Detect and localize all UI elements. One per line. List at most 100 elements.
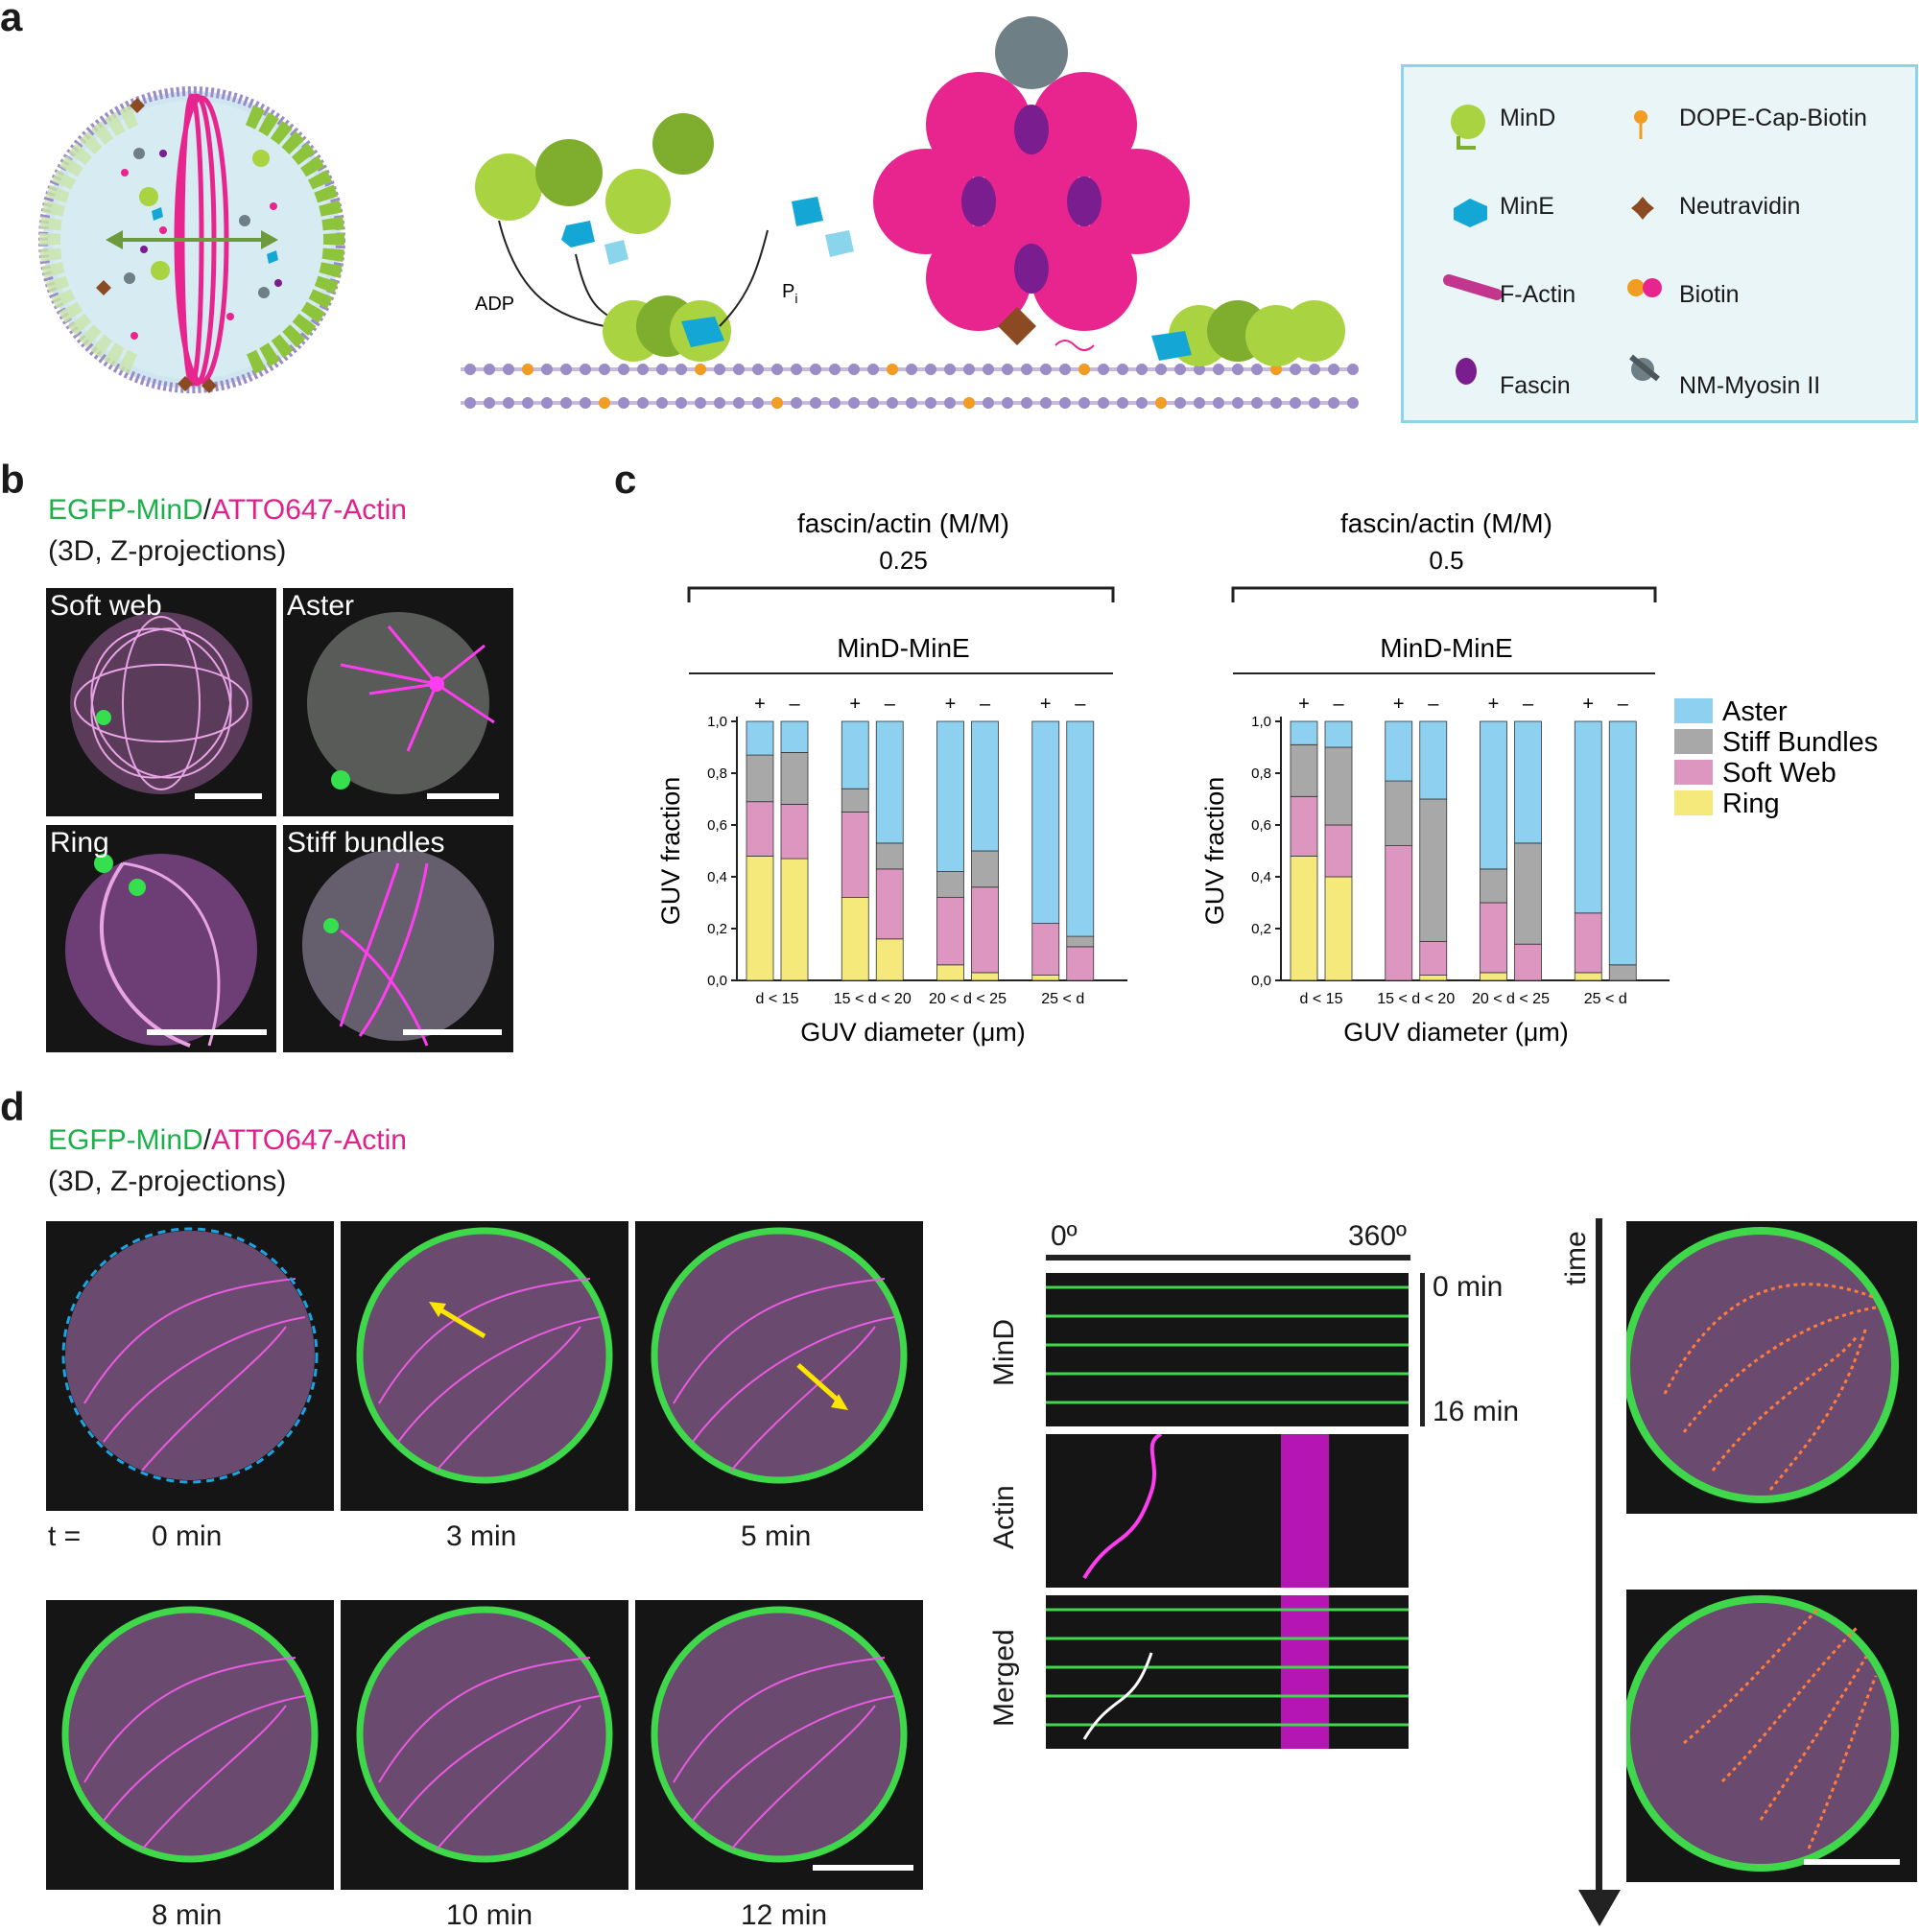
panel-label-b: b bbox=[0, 457, 25, 502]
bar-segment bbox=[1574, 972, 1602, 981]
dope-icon bbox=[1634, 110, 1647, 139]
chart-header: fascin/actin (M/M) bbox=[797, 508, 1009, 538]
fascin-icon bbox=[1456, 358, 1477, 385]
y-tick-label: 0,8 bbox=[707, 766, 727, 782]
bar-segment bbox=[841, 897, 869, 981]
timelapse-frame bbox=[341, 1600, 628, 1890]
bar-segment bbox=[1385, 720, 1413, 782]
legend-label: Ring bbox=[1722, 789, 1780, 819]
bar-segment bbox=[746, 754, 774, 803]
bar-segment bbox=[841, 812, 869, 898]
bar-segment bbox=[746, 801, 774, 857]
y-tick-label: 0,4 bbox=[707, 869, 727, 885]
bar-segment bbox=[780, 720, 809, 753]
scalebar bbox=[403, 1029, 502, 1035]
legend-swatch bbox=[1674, 790, 1713, 815]
bar-segment bbox=[1608, 964, 1637, 981]
panel-b-subtitle: (3D, Z-projections) bbox=[48, 535, 287, 567]
legend-swatch bbox=[1674, 729, 1713, 754]
bar-segment bbox=[1419, 720, 1448, 800]
bar-segment bbox=[746, 855, 774, 981]
bar-charts: fascin/actin (M/M) 0.25 MinD-MinE 0,0 0,2 0,4… bbox=[656, 508, 1878, 1047]
chart-subheader: MinD-MinE bbox=[1380, 633, 1512, 663]
image-aster: Aster bbox=[283, 588, 513, 816]
mine-icon bbox=[1454, 199, 1487, 227]
title-magenta: ATTO647-Actin bbox=[211, 494, 407, 526]
time-arrow-line bbox=[1596, 1218, 1602, 1899]
bar-segment bbox=[1419, 975, 1448, 981]
bar-segment bbox=[1574, 912, 1602, 974]
condition-label: – bbox=[1075, 694, 1086, 715]
x-tick-label: 15 < d < 20 bbox=[1377, 991, 1455, 1007]
y-tick-label: 0,6 bbox=[1251, 817, 1271, 834]
bar-segment bbox=[841, 788, 869, 813]
legend-item-actin: F-Actin bbox=[1500, 281, 1576, 308]
x-tick-label: 15 < d < 20 bbox=[834, 991, 912, 1007]
bar-segment bbox=[1290, 795, 1318, 857]
min-cycle-schematic: ADP Pi bbox=[461, 16, 1359, 409]
bar-segment bbox=[1419, 941, 1448, 976]
condition-label: + bbox=[1298, 694, 1310, 715]
condition-label: + bbox=[945, 694, 957, 715]
bar-segment bbox=[1031, 720, 1060, 925]
legend-item-myosin: NM-Myosin II bbox=[1679, 372, 1821, 399]
kymo-time-bar bbox=[1420, 1273, 1425, 1426]
panel-label-c: c bbox=[614, 457, 637, 502]
condition-label: + bbox=[1582, 694, 1594, 715]
panel-d-subtitle: (3D, Z-projections) bbox=[48, 1166, 287, 1197]
t-equals-label: t = bbox=[48, 1520, 82, 1552]
bar-segment bbox=[1324, 720, 1353, 748]
traced-frame-bottom bbox=[1626, 1590, 1917, 1882]
actin-icon bbox=[1443, 274, 1503, 300]
legend-label: Aster bbox=[1722, 696, 1788, 727]
bar-segment bbox=[1480, 868, 1507, 904]
bar-segment bbox=[875, 868, 904, 940]
bar-segment bbox=[1514, 720, 1542, 844]
time-label: 12 min bbox=[741, 1899, 828, 1931]
pi-label: Pi bbox=[782, 281, 797, 306]
bar-segment bbox=[971, 720, 999, 852]
chart-ratio: 0.5 bbox=[1429, 546, 1463, 575]
legend-item-mine: MinE bbox=[1500, 193, 1554, 220]
timelapse-frame bbox=[46, 1600, 334, 1890]
bar-segment bbox=[971, 972, 999, 981]
bar-segment bbox=[1480, 720, 1507, 870]
condition-label: – bbox=[789, 694, 800, 715]
image-ring: Ring bbox=[46, 825, 276, 1052]
bar-segment bbox=[1324, 824, 1353, 878]
bar-segment bbox=[1066, 720, 1095, 937]
y-tick-label: 0,0 bbox=[1251, 973, 1271, 989]
bar-segment bbox=[1608, 720, 1637, 966]
image-label-aster: Aster bbox=[287, 590, 355, 622]
kymo-row-label-mind: MinD bbox=[988, 1318, 1020, 1386]
condition-label: – bbox=[1428, 694, 1439, 715]
x-tick-label: 20 < d < 25 bbox=[1472, 991, 1550, 1007]
time-label: 8 min bbox=[152, 1899, 223, 1931]
bar-segment bbox=[780, 803, 809, 860]
scalebar bbox=[195, 793, 262, 799]
legend-item-neutravidin: Neutravidin bbox=[1679, 193, 1801, 220]
bar-segment bbox=[1514, 842, 1542, 945]
adp-label: ADP bbox=[475, 294, 514, 315]
condition-label: + bbox=[754, 694, 766, 715]
y-tick-label: 0,2 bbox=[1251, 921, 1271, 937]
scalebar bbox=[147, 1029, 267, 1035]
legend-label: Soft Web bbox=[1722, 758, 1836, 789]
timelapse-frame bbox=[46, 1221, 334, 1511]
bar-segment bbox=[875, 720, 904, 844]
x-tick-label: d < 15 bbox=[756, 991, 799, 1007]
kymo-actin bbox=[1046, 1434, 1409, 1588]
bar-segment bbox=[780, 751, 809, 805]
kymo-merged bbox=[1046, 1595, 1409, 1749]
neutravidin-icon bbox=[1631, 197, 1654, 220]
condition-label: – bbox=[980, 694, 991, 715]
kymo-row-label-actin: Actin bbox=[988, 1485, 1020, 1549]
bar-segment bbox=[1290, 720, 1318, 745]
bar-segment bbox=[1385, 780, 1413, 847]
y-tick-label: 0,6 bbox=[707, 817, 727, 834]
bar-segment bbox=[841, 720, 869, 789]
y-tick-label: 0,2 bbox=[707, 921, 727, 937]
time-label: 0 min bbox=[152, 1520, 223, 1552]
time-axis-label: time bbox=[1560, 1231, 1592, 1285]
mind-icon bbox=[1451, 105, 1485, 150]
